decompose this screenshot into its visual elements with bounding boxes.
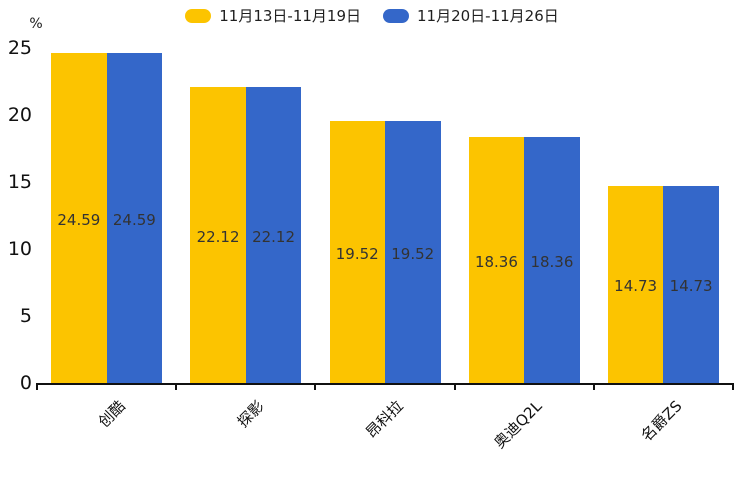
y-axis-tick-label: 15 — [7, 171, 32, 193]
bar-value-label: 18.36 — [530, 252, 574, 271]
bar-value-label: 24.59 — [112, 211, 156, 230]
x-axis-category-label: 奥迪Q2L — [490, 397, 546, 452]
x-axis-tick-mark — [732, 383, 734, 390]
x-axis-tick-mark — [36, 383, 38, 390]
bar-value-label: 19.52 — [391, 245, 435, 264]
legend-swatch-icon — [185, 9, 212, 23]
bar-value-label: 14.73 — [669, 277, 713, 296]
bar-series1-奥迪Q2L — [524, 136, 580, 383]
x-axis-tick-mark — [314, 383, 317, 390]
bar-value-label: 19.52 — [335, 245, 379, 264]
bar-series1-名爵ZS — [663, 185, 719, 383]
y-axis-tick-label: 10 — [7, 238, 32, 260]
chart-legend: 11月13日-11月19日 11月20日-11月26日 — [0, 7, 744, 25]
x-axis-line — [37, 383, 733, 385]
x-axis-category-label: 昂科拉 — [362, 397, 407, 442]
bar-series0-探影 — [190, 86, 246, 383]
y-axis-tick-label: 25 — [7, 37, 32, 59]
y-axis-unit-label: % — [29, 16, 43, 32]
bar-series1-昂科拉 — [385, 121, 441, 383]
bar-value-label: 18.36 — [474, 252, 518, 271]
bar-series1-探影 — [245, 86, 302, 383]
legend-item-label: 11月20日-11月26日 — [417, 7, 559, 25]
legend-item-0[interactable]: 11月13日-11月19日 — [185, 7, 361, 25]
y-axis-tick-label: 0 — [19, 372, 32, 394]
x-axis-category-label: 创酷 — [94, 397, 129, 431]
legend-swatch-icon — [383, 9, 409, 23]
bar-value-label: 22.12 — [252, 227, 296, 246]
x-axis-category-label: 探影 — [233, 397, 268, 431]
bar-series0-名爵ZS — [607, 185, 664, 383]
x-axis-tick-mark — [453, 383, 456, 390]
x-axis-tick-mark — [175, 383, 178, 390]
legend-item-label: 11月13日-11月19日 — [219, 7, 361, 25]
bar-value-label: 22.12 — [196, 227, 240, 246]
x-axis-category-label: 名爵ZS — [637, 397, 686, 445]
bar-series0-昂科拉 — [329, 121, 385, 383]
legend-item-1[interactable]: 11月20日-11月26日 — [383, 7, 559, 25]
y-axis-tick-label: 20 — [7, 104, 32, 126]
x-axis-tick-mark — [592, 383, 595, 390]
bar-series1-创酷 — [106, 53, 163, 383]
y-axis-tick-label: 5 — [19, 305, 32, 327]
bar-value-label: 24.59 — [57, 211, 101, 230]
bar-value-label: 14.73 — [614, 277, 658, 296]
bar-series0-奥迪Q2L — [468, 136, 525, 383]
bar-series0-创酷 — [51, 53, 107, 383]
